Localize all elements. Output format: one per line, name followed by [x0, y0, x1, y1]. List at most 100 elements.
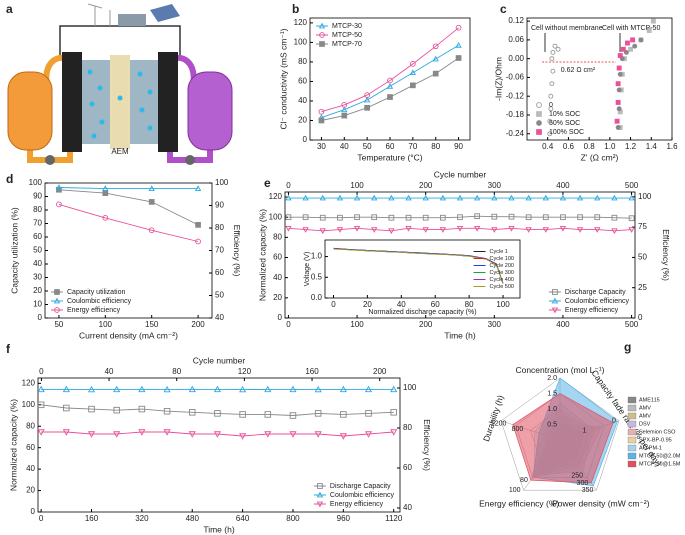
- marker: [650, 18, 656, 24]
- marker: [552, 43, 558, 49]
- marker: [371, 227, 378, 233]
- legend-label: AME115: [639, 397, 660, 403]
- marker: [456, 194, 464, 201]
- legend-label: Cycle 300: [490, 270, 514, 276]
- y-tick-label: 0: [278, 313, 283, 322]
- marker: [432, 43, 439, 50]
- x-tick-label: 0: [286, 320, 291, 329]
- x2-tick-label: 40: [105, 367, 114, 376]
- y-axis-label: Voltage (V): [304, 252, 311, 287]
- marker: [625, 40, 630, 46]
- marker: [439, 194, 447, 201]
- marker: [285, 194, 292, 201]
- radar-tick-label: 1200: [491, 420, 507, 427]
- marker: [37, 429, 45, 436]
- x-tick-label: 1120: [385, 514, 403, 523]
- marker: [337, 214, 343, 221]
- annotation: Cell with MTCP-50: [602, 25, 660, 32]
- marker: [341, 106, 348, 113]
- legend-marker: [54, 289, 60, 295]
- legend-label: Discharge Capacity: [330, 483, 391, 490]
- legend-marker: [319, 41, 325, 47]
- x-tick-label: 30: [317, 142, 326, 151]
- y-tick-label: 120: [269, 192, 283, 201]
- radar-axis-label: Concentration (mol L⁻¹): [515, 365, 604, 375]
- legend-label: 100% SOC: [549, 129, 584, 136]
- marker: [439, 227, 447, 233]
- marker: [638, 37, 644, 43]
- y2-tick-label: 90: [215, 201, 224, 210]
- series-line: [333, 248, 504, 284]
- legend-swatch: [627, 436, 637, 444]
- legend-label: Cycle 200: [490, 263, 514, 269]
- marker: [615, 100, 621, 105]
- marker: [594, 214, 601, 221]
- x-tick-label: 640: [236, 514, 250, 523]
- series-line: [288, 215, 632, 219]
- marker: [56, 201, 62, 208]
- marker: [491, 213, 498, 220]
- x-tick-label: 80: [465, 300, 474, 309]
- x-tick-label: 50: [54, 320, 63, 329]
- marker: [239, 385, 247, 393]
- radar-tick-label: 1.5: [547, 390, 557, 397]
- x2-tick-label: 80: [172, 367, 181, 376]
- y-tick-label: 0.00: [508, 54, 524, 63]
- marker: [615, 125, 621, 130]
- radar-tick-label: 800: [512, 426, 524, 433]
- legend-swatch: [627, 412, 637, 420]
- y-tick-label: 100: [22, 400, 36, 409]
- radar-tick-label: 80: [520, 477, 528, 484]
- y2-tick-label: 70: [215, 246, 224, 255]
- marker: [491, 194, 498, 201]
- marker: [87, 431, 96, 438]
- marker: [365, 410, 372, 417]
- marker: [474, 213, 481, 220]
- y-tick-label: 120: [294, 18, 308, 27]
- radar-tick-label: 1.0: [547, 406, 557, 413]
- x-tick-label: 90: [454, 142, 463, 151]
- marker: [62, 429, 70, 436]
- legend-marker: [54, 307, 60, 313]
- marker: [549, 56, 555, 62]
- legend-label: 0: [549, 102, 553, 109]
- legend-marker: [551, 307, 559, 314]
- marker: [387, 77, 393, 84]
- legend-marker: [319, 32, 325, 38]
- y-tick-label: 40: [33, 259, 42, 268]
- x-tick-label: 0.4: [542, 142, 554, 151]
- legend-marker: [552, 289, 558, 295]
- marker: [371, 194, 378, 201]
- marker: [432, 70, 439, 77]
- marker: [289, 385, 297, 393]
- y-tick-label: 80: [298, 57, 307, 66]
- marker: [616, 65, 622, 71]
- x-tick-label: 70: [408, 142, 417, 151]
- annotation: 0.62 Ω cm²: [561, 67, 596, 74]
- marker: [364, 92, 370, 98]
- marker: [611, 228, 618, 235]
- legend-label: MTCP-50: [332, 32, 362, 39]
- marker: [55, 184, 63, 190]
- marker: [617, 53, 623, 58]
- y-tick-label: -0.06: [506, 73, 525, 82]
- y-tick-label: 0: [303, 135, 308, 144]
- legend-marker: [317, 483, 323, 489]
- y2-axis-label: Efficiency (%): [661, 229, 671, 281]
- y-tick-label: 100: [29, 178, 43, 187]
- y-tick-label: 50: [33, 246, 42, 255]
- marker: [163, 385, 171, 393]
- legend-label: MTCP-70: [332, 41, 362, 48]
- x-tick-label: 50: [363, 142, 372, 151]
- marker: [422, 214, 429, 221]
- marker: [138, 385, 146, 393]
- x-tick-label: 400: [556, 320, 570, 329]
- y-tick-label: 40: [26, 464, 35, 473]
- x-tick-label: 960: [337, 514, 351, 523]
- marker: [473, 225, 481, 232]
- pump: [185, 155, 195, 165]
- marker: [289, 431, 297, 438]
- marker: [422, 227, 429, 233]
- panel-label: b: [292, 2, 299, 16]
- series-line: [41, 404, 394, 416]
